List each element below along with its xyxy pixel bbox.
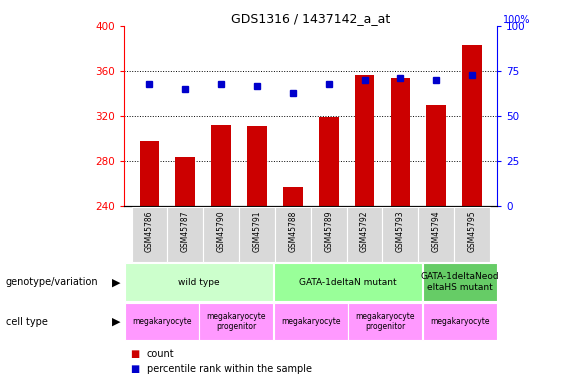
Text: ▶: ▶ — [111, 277, 120, 287]
Text: megakaryocyte
progenitor: megakaryocyte progenitor — [206, 312, 266, 331]
Bar — [211, 125, 231, 206]
Text: GSM45789: GSM45789 — [324, 211, 333, 252]
Text: megakaryocyte: megakaryocyte — [132, 317, 192, 326]
Text: ▶: ▶ — [111, 316, 120, 327]
FancyBboxPatch shape — [167, 207, 203, 262]
Bar — [319, 117, 338, 206]
Text: GSM45787: GSM45787 — [181, 211, 190, 252]
Text: GATA-1deltaN mutant: GATA-1deltaN mutant — [299, 278, 397, 286]
Bar — [462, 45, 482, 206]
Bar — [247, 126, 267, 206]
FancyBboxPatch shape — [275, 207, 311, 262]
FancyBboxPatch shape — [423, 303, 497, 340]
Text: GSM45790: GSM45790 — [216, 211, 225, 252]
Text: ■: ■ — [130, 350, 139, 359]
Bar — [283, 187, 303, 206]
Text: megakaryocyte: megakaryocyte — [281, 317, 341, 326]
Text: genotype/variation: genotype/variation — [6, 277, 98, 287]
FancyBboxPatch shape — [349, 303, 422, 340]
Text: cell type: cell type — [6, 316, 47, 327]
Text: wild type: wild type — [178, 278, 220, 286]
Text: count: count — [147, 350, 175, 359]
Text: GSM45792: GSM45792 — [360, 211, 369, 252]
Text: GSM45786: GSM45786 — [145, 211, 154, 252]
Bar — [390, 78, 410, 206]
Text: megakaryocyte
progenitor: megakaryocyte progenitor — [355, 312, 415, 331]
FancyBboxPatch shape — [274, 263, 422, 301]
Text: GATA-1deltaNeod
eltaHS mutant: GATA-1deltaNeod eltaHS mutant — [420, 273, 499, 292]
FancyBboxPatch shape — [311, 207, 346, 262]
FancyBboxPatch shape — [274, 303, 347, 340]
FancyBboxPatch shape — [347, 207, 383, 262]
Bar — [175, 157, 195, 206]
FancyBboxPatch shape — [125, 303, 198, 340]
Text: GSM45793: GSM45793 — [396, 211, 405, 252]
Title: GDS1316 / 1437142_a_at: GDS1316 / 1437142_a_at — [231, 12, 390, 25]
Bar — [355, 75, 375, 206]
Text: megakaryocyte: megakaryocyte — [430, 317, 490, 326]
FancyBboxPatch shape — [199, 303, 273, 340]
Bar — [140, 141, 159, 206]
FancyBboxPatch shape — [423, 263, 497, 301]
Text: 100%: 100% — [503, 15, 531, 25]
Text: ■: ■ — [130, 364, 139, 374]
FancyBboxPatch shape — [132, 207, 167, 262]
FancyBboxPatch shape — [454, 207, 490, 262]
Bar — [427, 105, 446, 206]
Text: GSM45795: GSM45795 — [468, 211, 477, 252]
FancyBboxPatch shape — [383, 207, 418, 262]
FancyBboxPatch shape — [239, 207, 275, 262]
Text: GSM45794: GSM45794 — [432, 211, 441, 252]
Text: percentile rank within the sample: percentile rank within the sample — [147, 364, 312, 374]
FancyBboxPatch shape — [203, 207, 239, 262]
FancyBboxPatch shape — [125, 263, 273, 301]
FancyBboxPatch shape — [418, 207, 454, 262]
Text: GSM45791: GSM45791 — [253, 211, 262, 252]
Text: GSM45788: GSM45788 — [288, 211, 297, 252]
